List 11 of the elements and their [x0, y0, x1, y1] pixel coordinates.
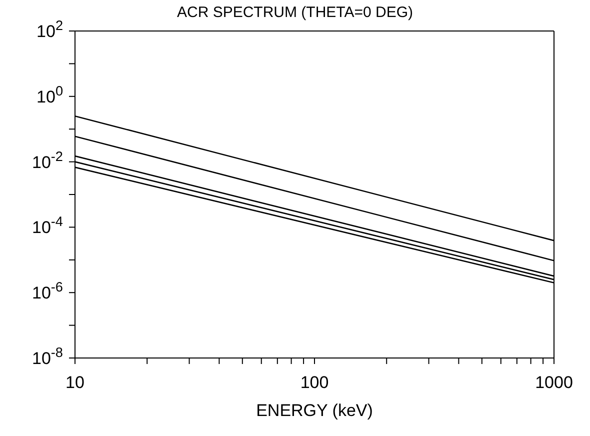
x-tick-label: 100	[300, 373, 329, 392]
chart-title: ACR SPECTRUM (THETA=0 DEG)	[177, 4, 413, 21]
x-tick-label: 1000	[535, 373, 573, 392]
y-tick-label: 10$^{2}$	[36, 18, 63, 41]
y-tick-label: 10$^{-4}$	[32, 214, 64, 238]
x-tick-label: 10	[66, 373, 84, 392]
y-tick-label: 10$^{-2}$	[32, 148, 63, 172]
y-tick-label: 10$^{-8}$	[32, 344, 63, 368]
y-tick-label: 10$^{0}$	[36, 82, 64, 106]
x-axis-title: ENERGY (keV)	[256, 401, 373, 420]
y-tick-label: 10$^{-6}$	[32, 279, 63, 303]
